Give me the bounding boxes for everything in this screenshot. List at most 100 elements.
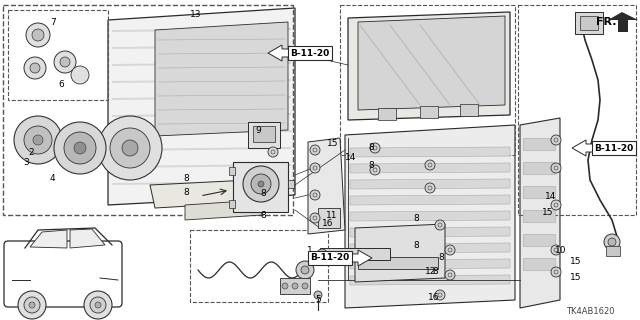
Polygon shape: [150, 180, 260, 208]
Text: 8: 8: [432, 268, 438, 276]
Bar: [253, 126, 275, 142]
Polygon shape: [112, 79, 291, 83]
Text: 4: 4: [50, 173, 56, 182]
Circle shape: [110, 128, 150, 168]
Text: 8: 8: [183, 188, 189, 196]
Bar: [523, 186, 555, 198]
Bar: [518, 5, 636, 215]
Circle shape: [29, 302, 35, 308]
Polygon shape: [350, 227, 510, 237]
Circle shape: [435, 220, 445, 230]
Polygon shape: [268, 45, 290, 61]
Circle shape: [26, 23, 50, 47]
Circle shape: [98, 116, 162, 180]
Text: 1: 1: [307, 245, 313, 254]
Polygon shape: [112, 28, 291, 32]
Polygon shape: [355, 224, 445, 282]
Circle shape: [74, 142, 86, 154]
Text: 3: 3: [23, 157, 29, 166]
Circle shape: [551, 267, 561, 277]
Circle shape: [54, 51, 76, 73]
Bar: [460, 104, 478, 116]
Polygon shape: [358, 16, 505, 110]
Circle shape: [370, 143, 380, 153]
Text: 13: 13: [190, 10, 202, 19]
Polygon shape: [70, 229, 105, 248]
Circle shape: [435, 290, 445, 300]
Text: 15: 15: [542, 207, 554, 217]
Polygon shape: [155, 22, 288, 136]
Text: 11: 11: [326, 211, 337, 220]
Circle shape: [24, 126, 52, 154]
Text: 15: 15: [570, 258, 582, 267]
Text: 8: 8: [260, 211, 266, 220]
Polygon shape: [308, 138, 345, 234]
Bar: [229, 200, 235, 208]
Circle shape: [33, 135, 43, 145]
Polygon shape: [112, 96, 291, 100]
Text: B-11-20: B-11-20: [595, 143, 634, 153]
Bar: [288, 180, 294, 188]
Circle shape: [84, 291, 112, 319]
Circle shape: [122, 140, 138, 156]
Bar: [358, 257, 438, 269]
Text: 16: 16: [322, 219, 333, 228]
Polygon shape: [350, 147, 510, 157]
Text: 16: 16: [428, 293, 440, 302]
Bar: [320, 248, 390, 260]
Circle shape: [292, 283, 298, 289]
Polygon shape: [350, 179, 510, 189]
Bar: [248, 122, 280, 148]
Text: 15: 15: [570, 274, 582, 283]
Circle shape: [310, 145, 320, 155]
Circle shape: [302, 283, 308, 289]
Circle shape: [268, 147, 278, 157]
Text: 8: 8: [368, 161, 374, 170]
Polygon shape: [185, 200, 262, 220]
Polygon shape: [112, 45, 291, 49]
Circle shape: [243, 166, 279, 202]
Circle shape: [445, 270, 455, 280]
Polygon shape: [350, 211, 510, 221]
Circle shape: [551, 245, 561, 255]
Circle shape: [310, 213, 320, 223]
Text: FR.: FR.: [596, 17, 616, 27]
Circle shape: [445, 245, 455, 255]
Text: 8: 8: [183, 173, 189, 182]
Circle shape: [425, 160, 435, 170]
Bar: [233, 162, 288, 212]
Circle shape: [301, 266, 309, 274]
Polygon shape: [350, 275, 510, 285]
Circle shape: [425, 183, 435, 193]
Polygon shape: [112, 62, 291, 66]
Bar: [523, 234, 555, 246]
Bar: [606, 246, 620, 256]
Bar: [3, 5, 293, 215]
Circle shape: [14, 116, 62, 164]
Text: 7: 7: [50, 18, 56, 27]
Polygon shape: [350, 163, 510, 173]
Circle shape: [90, 297, 106, 313]
Circle shape: [604, 234, 620, 250]
Text: 12: 12: [425, 268, 436, 276]
Circle shape: [24, 297, 40, 313]
Circle shape: [282, 283, 288, 289]
Text: 10: 10: [555, 245, 566, 254]
Polygon shape: [520, 118, 560, 308]
Circle shape: [54, 122, 106, 174]
Circle shape: [310, 163, 320, 173]
Circle shape: [551, 163, 561, 173]
Circle shape: [551, 200, 561, 210]
Circle shape: [24, 57, 46, 79]
Bar: [575, 12, 603, 34]
Bar: [523, 162, 555, 174]
Text: 8: 8: [260, 188, 266, 197]
Polygon shape: [345, 125, 515, 308]
Text: 5: 5: [315, 295, 321, 305]
Polygon shape: [350, 259, 510, 269]
Circle shape: [95, 302, 101, 308]
Polygon shape: [350, 250, 372, 266]
Text: 14: 14: [545, 191, 556, 201]
Text: 15: 15: [327, 139, 339, 148]
Text: 8: 8: [413, 241, 419, 250]
